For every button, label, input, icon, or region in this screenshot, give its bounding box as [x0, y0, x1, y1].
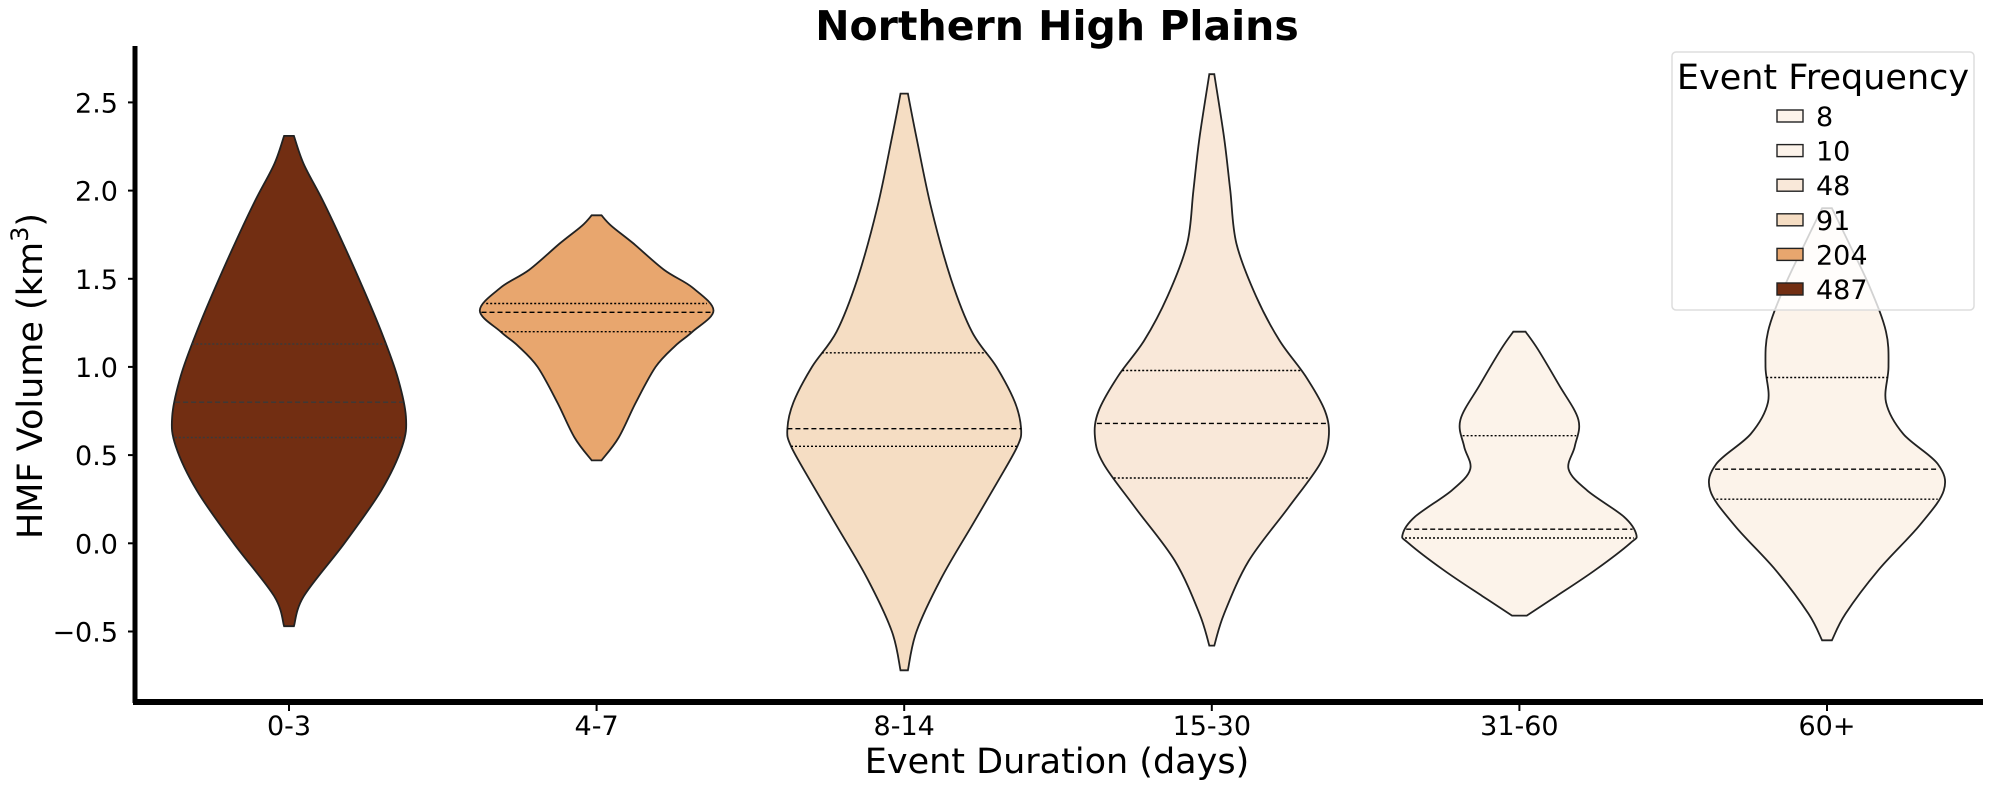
- y-tick-label: 1.0: [75, 353, 118, 384]
- violin-0-3: [170, 135, 408, 628]
- violin-body: [1093, 73, 1330, 647]
- violin-4-7: [478, 214, 715, 462]
- legend-title: Event Frequency: [1677, 58, 1969, 98]
- x-tick-label: 60+: [1799, 711, 1856, 742]
- legend-swatch: [1776, 109, 1804, 123]
- violin-group: [170, 73, 1947, 672]
- violin-body: [478, 214, 715, 462]
- legend-swatch: [1776, 143, 1804, 158]
- legend-swatch: [1776, 178, 1804, 192]
- y-axis-title-close: ): [11, 213, 51, 227]
- x-tick-label: 15-30: [1173, 711, 1251, 742]
- violin-body: [1401, 330, 1638, 617]
- y-axis-title: HMF Volume (km3): [6, 213, 51, 539]
- y-tick-label: 2.0: [75, 177, 118, 208]
- y-ticks: −0.5 0.0 0.5 1.0 1.5 2.0 2.5: [52, 88, 135, 649]
- x-tick-label: 4-7: [575, 711, 619, 742]
- y-tick-label: 2.5: [75, 88, 118, 119]
- violin-body: [786, 92, 1023, 672]
- y-tick-label: 0.5: [75, 441, 118, 472]
- legend-label: 91: [1816, 206, 1850, 237]
- legend-swatch: [1776, 213, 1804, 227]
- legend-swatch: [1776, 282, 1804, 296]
- chart-title: Northern High Plains: [815, 2, 1299, 50]
- y-tick-label: 1.5: [75, 265, 118, 296]
- x-axis-title: Event Duration (days): [865, 742, 1249, 782]
- legend-label: 48: [1816, 171, 1850, 202]
- x-tick-label: 8-14: [874, 711, 935, 742]
- legend-label: 10: [1816, 137, 1850, 168]
- legend-swatch: [1776, 247, 1804, 262]
- y-axis-title-superscript: 3: [6, 227, 34, 242]
- legend-label: 8: [1816, 102, 1833, 133]
- violin-body: [170, 135, 408, 628]
- violin-8-14: [786, 92, 1023, 672]
- x-ticks: 0-3 4-7 8-14 15-30 31-60 60+: [267, 704, 1856, 742]
- violin-15-30: [1093, 73, 1330, 647]
- y-tick-label: −0.5: [52, 618, 118, 649]
- legend-label: 487: [1816, 275, 1868, 306]
- y-axis-title-main: HMF Volume (km: [11, 242, 51, 539]
- y-tick-label: 0.0: [75, 529, 118, 560]
- x-tick-label: 0-3: [267, 711, 311, 742]
- violin-31-60: [1401, 330, 1638, 617]
- x-tick-label: 31-60: [1480, 711, 1558, 742]
- legend-frame: [1671, 51, 1975, 311]
- legend-label: 204: [1816, 240, 1868, 271]
